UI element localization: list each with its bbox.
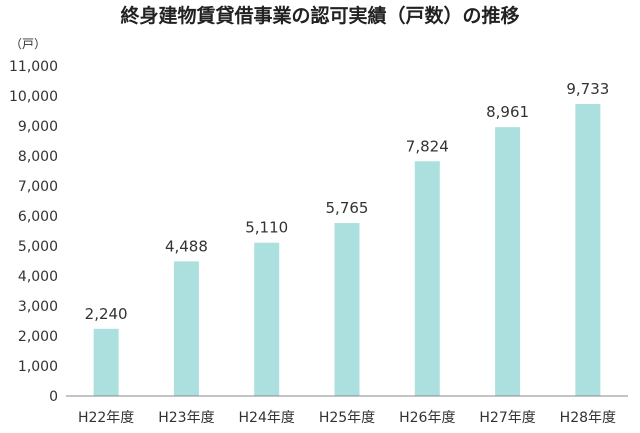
y-tick-label: 4,000 [18,269,58,285]
x-tick-label: H22年度 [78,410,134,426]
data-label: 4,488 [165,237,208,255]
y-tick-label: 1,000 [18,359,58,375]
x-axis-ticks: H22年度 H23年度 H24年度 H25年度 H26年度 H27年度 H28年度 [78,410,616,426]
data-label: 7,824 [406,137,449,155]
y-tick-label: 3,000 [18,299,58,315]
bar [495,127,521,397]
y-axis-ticks: 0 1,000 2,000 3,000 4,000 5,000 6,000 7,000 8,00… [9,59,58,405]
bar [334,223,360,396]
bar [414,161,440,396]
data-label: 5,765 [326,199,369,217]
x-tick-label: H27年度 [479,410,535,426]
data-labels: 2,240 4,488 5,110 5,765 7,824 8,961 9,733 [85,80,610,323]
chart-title: 終身建物賃貸借事業の認可実績（戸数）の推移 [120,4,519,27]
y-tick-label: 8,000 [18,149,58,165]
data-label: 9,733 [566,80,609,98]
data-label: 2,240 [85,305,128,323]
y-axis-unit-label: （戸） [10,37,46,51]
x-tick-label: H25年度 [319,410,375,426]
y-tick-label: 0 [49,389,58,405]
y-tick-label: 9,000 [18,119,58,135]
bars [93,104,601,397]
y-tick-label: 2,000 [18,329,58,345]
bar [254,242,280,396]
y-tick-label: 11,000 [9,59,58,75]
bar [93,328,119,396]
x-tick-label: H23年度 [158,410,214,426]
y-tick-label: 10,000 [9,89,58,105]
y-tick-label: 5,000 [18,239,58,255]
data-label: 5,110 [245,219,288,237]
bar [575,104,601,396]
bar [173,261,199,396]
x-tick-label: H28年度 [560,410,616,426]
x-tick-label: H24年度 [239,410,295,426]
y-tick-label: 7,000 [18,179,58,195]
y-tick-label: 6,000 [18,209,58,225]
data-label: 8,961 [486,103,529,121]
x-tick-label: H26年度 [399,410,455,426]
